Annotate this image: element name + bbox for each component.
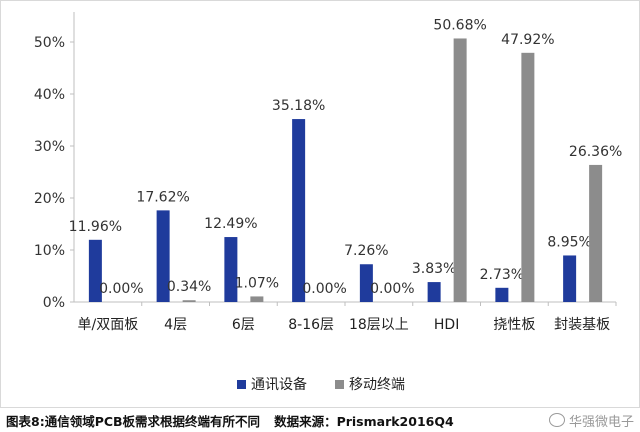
bar-2 (250, 296, 264, 302)
bar-1 (224, 237, 238, 302)
data-label-2: 0.00% (370, 281, 414, 297)
legend-item-series-2: 移动终端 (335, 374, 405, 394)
x-tick-label: 封装基板 (554, 316, 610, 333)
data-label-1: 35.18% (272, 98, 325, 114)
y-tick-label: 50% (34, 35, 65, 51)
x-tick-label: 挠性板 (493, 317, 535, 333)
y-tick-label: 0% (43, 295, 65, 311)
watermark-text: 华强微电子 (568, 414, 634, 430)
bar-1 (88, 239, 102, 302)
data-label-1: 17.62% (136, 189, 189, 205)
legend-item-series-1: 通讯设备 (237, 374, 307, 394)
bar-1 (292, 119, 306, 303)
bar-1 (495, 287, 509, 302)
watermark: 华强微电子 (548, 411, 634, 430)
chart-frame: 0% 10% 20% 30% 40% 50% 单/双面板 11.96% 0.00% 4层 17.62… (0, 0, 640, 408)
bar-2 (521, 52, 535, 302)
bar-2 (589, 164, 603, 302)
x-tick-label: 18层以上 (349, 317, 409, 333)
y-tick-label: 20% (34, 191, 65, 207)
caption-source: 数据来源：Prismark2016Q4 (274, 413, 454, 429)
data-label-1: 2.73% (480, 267, 524, 283)
bar-1 (156, 210, 170, 302)
y-tick-label: 10% (34, 243, 65, 259)
data-label-2: 0.34% (167, 279, 211, 295)
caption-title: 图表8:通信领域PCB板需求根据终端有所不同 (6, 413, 261, 429)
legend-label-series-2: 移动终端 (349, 377, 405, 393)
caption-bar: 图表8:通信领域PCB板需求根据终端有所不同 数据来源：Prismark2016Q… (0, 408, 640, 432)
bar-2 (182, 300, 196, 302)
bar-1 (563, 255, 577, 302)
legend-swatch-series-2 (335, 379, 344, 389)
data-label-1: 12.49% (204, 216, 257, 232)
data-label-1: 7.26% (344, 243, 388, 259)
figure-caption: 图表8:通信领域PCB板需求根据终端有所不同 数据来源：Prismark2016Q… (6, 411, 454, 430)
bar-1 (427, 282, 441, 302)
data-label-2: 47.92% (501, 32, 554, 48)
data-label-2: 1.07% (235, 275, 279, 291)
chart-plot: 0% 10% 20% 30% 40% 50% 单/双面板 11.96% 0.00% 4层 17.62… (34, 12, 622, 333)
wechat-icon (548, 413, 565, 427)
data-label-2: 26.36% (569, 144, 622, 160)
x-tick-label: 8-16层 (288, 317, 334, 333)
bar-1 (359, 264, 373, 302)
legend-label-series-1: 通讯设备 (251, 377, 307, 393)
x-tick-label: 单/双面板 (78, 317, 139, 333)
x-tick-label: 6层 (232, 317, 255, 333)
data-label-2: 0.00% (302, 281, 346, 297)
x-tick-label: 4层 (164, 317, 187, 333)
y-tick-label: 40% (34, 87, 65, 103)
data-label-1: 8.95% (547, 234, 591, 250)
data-label-1: 11.96% (69, 219, 122, 235)
data-label-2: 0.00% (99, 281, 143, 297)
chart-legend: 通讯设备 移动终端 (1, 374, 640, 394)
legend-swatch-series-1 (237, 379, 246, 389)
data-label-2: 50.68% (433, 17, 486, 33)
data-label-1: 3.83% (412, 261, 456, 277)
bar-2 (453, 38, 467, 303)
y-tick-label: 30% (34, 139, 65, 155)
x-tick-label: HDI (434, 317, 459, 333)
